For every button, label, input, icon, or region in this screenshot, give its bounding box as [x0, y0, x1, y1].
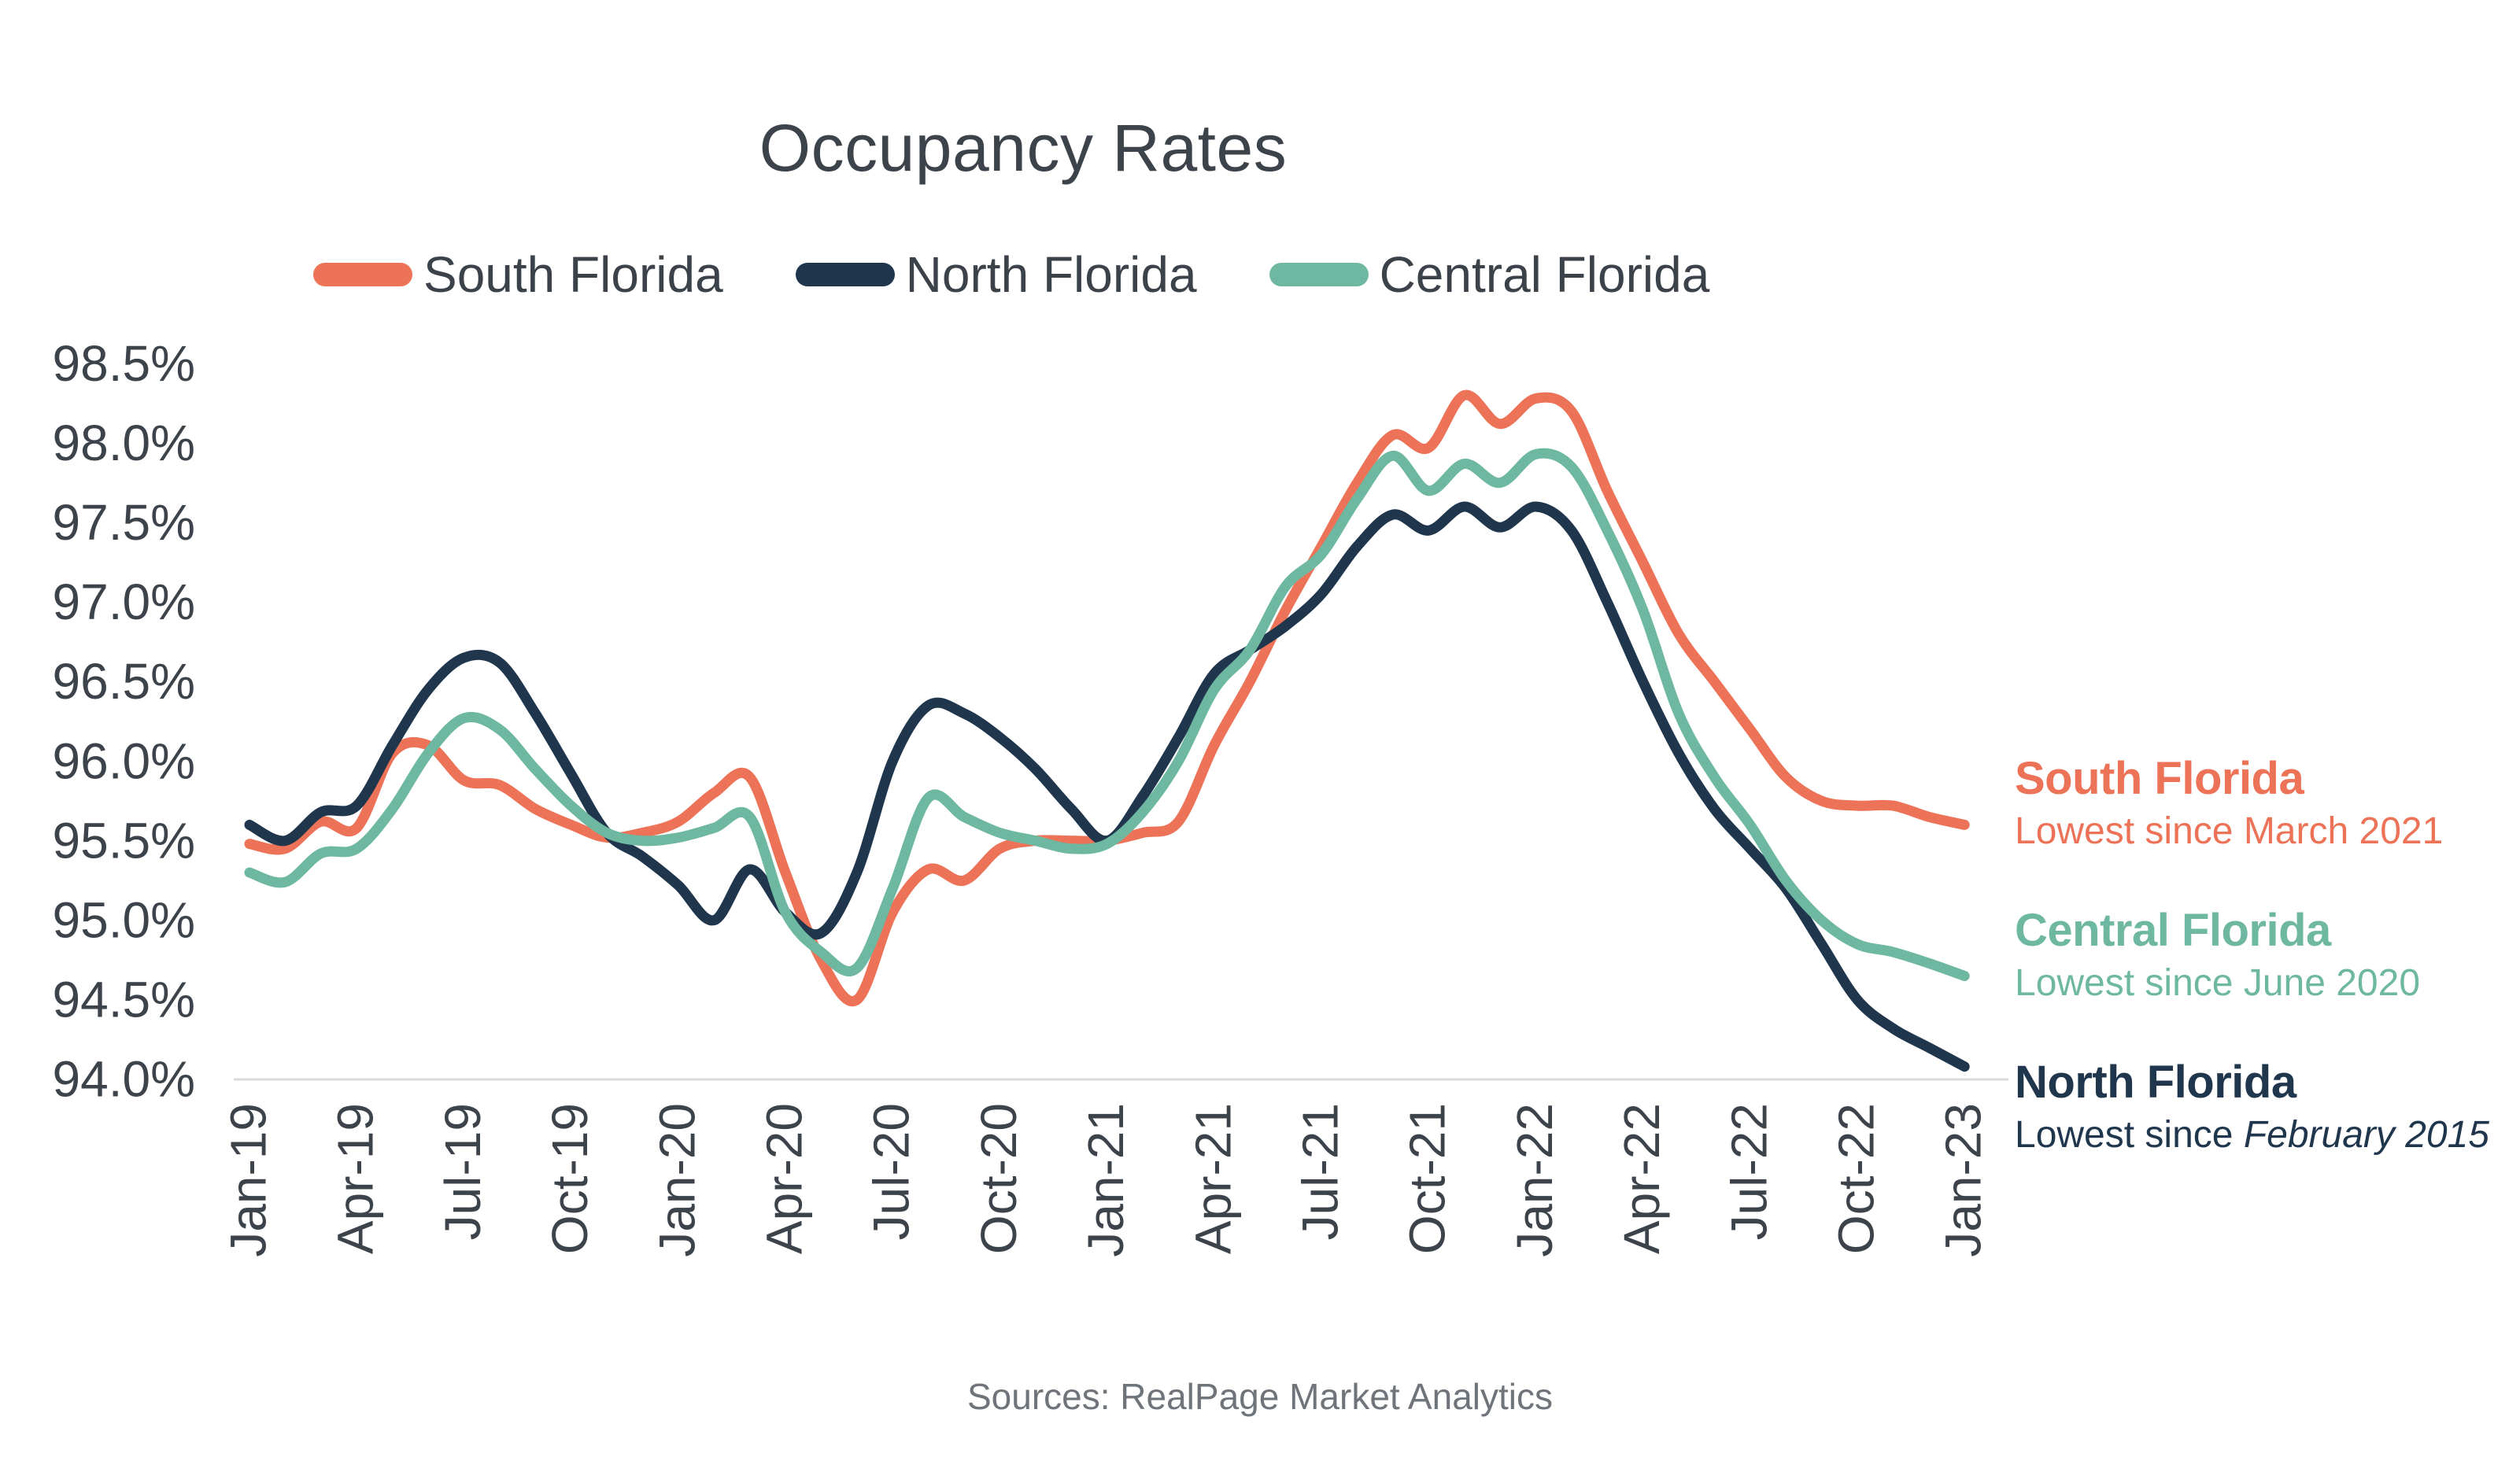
x-axis-tick-label: Jul-21: [1291, 1103, 1348, 1240]
annotation-note-text: Lowest since March 2021: [2015, 810, 2444, 852]
y-axis-tick-label: 98.5%: [53, 335, 195, 392]
annotation-title: South Florida: [2015, 753, 2304, 804]
legend-label: Central Florida: [1379, 246, 1710, 303]
y-axis-tick-label: 97.0%: [53, 574, 195, 630]
x-axis-tick-label: Jan-23: [1935, 1103, 1992, 1257]
legend-item-south-florida: South Florida: [313, 245, 723, 304]
y-axis-tick-label: 95.5%: [53, 812, 195, 869]
annotation-note-text: Lowest since: [2015, 1114, 2244, 1156]
series-line-south-florida: [244, 389, 1970, 1007]
x-axis-tick-label: Apr-22: [1613, 1103, 1670, 1254]
chart-axes: 98.5% 98.0% 97.5% 97.0% 96.5% 96.0% 95.5% 95.0%…: [53, 335, 2008, 1257]
y-axis-tick-label: 97.5%: [53, 494, 195, 551]
x-axis-tick-label: Jan-21: [1077, 1103, 1134, 1257]
series-line-central-florida: [244, 448, 1970, 981]
y-axis-tick-label: 94.5%: [53, 972, 195, 1028]
legend-label: South Florida: [423, 246, 723, 303]
legend-label: North Florida: [905, 246, 1197, 303]
x-axis-tick-label: Jan-19: [220, 1103, 276, 1257]
x-axis-tick-label: Apr-19: [327, 1103, 384, 1254]
x-axis-tick-label: Oct-20: [970, 1103, 1027, 1254]
x-axis-tick-label: Jul-22: [1720, 1103, 1777, 1240]
x-axis-tick-label: Apr-21: [1184, 1103, 1241, 1254]
legend-item-north-florida: North Florida: [795, 245, 1197, 304]
annotation-title: Central Florida: [2015, 905, 2331, 956]
annotation-note-text: Lowest since June 2020: [2015, 962, 2421, 1004]
legend-swatch-central-florida: [1269, 263, 1369, 286]
x-axis-tick-label: Jul-19: [434, 1103, 491, 1240]
legend: South Florida North Florida Central Flor…: [313, 245, 1709, 304]
chart-title: Occupancy Rates: [759, 111, 1288, 185]
annotation-title: North Florida: [2015, 1057, 2296, 1108]
y-axis-tick-label: 95.0%: [53, 891, 195, 948]
y-axis-tick-label: 94.0%: [53, 1051, 195, 1108]
x-axis-tick-label: Jan-20: [648, 1103, 705, 1257]
legend-item-central-florida: Central Florida: [1269, 245, 1710, 304]
y-axis-tick-label: 98.0%: [53, 415, 195, 471]
y-axis-tick-label: 96.0%: [53, 732, 195, 789]
chart-series: [244, 389, 1970, 1072]
annotation-central-florida: Central Florida Lowest since June 2020: [2015, 901, 2420, 1006]
x-axis-tick-label: Oct-22: [1827, 1103, 1884, 1254]
annotation-note: Lowest since February 2015: [2015, 1112, 2489, 1158]
annotation-note: Lowest since March 2021: [2015, 809, 2443, 854]
annotation-note: Lowest since June 2020: [2015, 961, 2420, 1006]
annotation-north-florida: North Florida Lowest since February 2015: [2015, 1053, 2489, 1158]
annotation-note-italic: February 2015: [2243, 1114, 2489, 1156]
annotation-south-florida: South Florida Lowest since March 2021: [2015, 749, 2443, 854]
source-credit: Sources: RealPage Market Analytics: [966, 1376, 1554, 1417]
x-axis-tick-label: Apr-20: [756, 1103, 812, 1254]
x-axis-tick-label: Oct-19: [541, 1103, 598, 1254]
x-axis-tick-label: Jan-22: [1506, 1103, 1563, 1257]
x-axis-tick-label: Oct-21: [1399, 1103, 1456, 1254]
legend-swatch-north-florida: [795, 263, 895, 286]
x-axis-tick-label: Jul-20: [863, 1103, 920, 1240]
legend-swatch-south-florida: [313, 263, 412, 286]
y-axis-tick-label: 96.5%: [53, 653, 195, 710]
